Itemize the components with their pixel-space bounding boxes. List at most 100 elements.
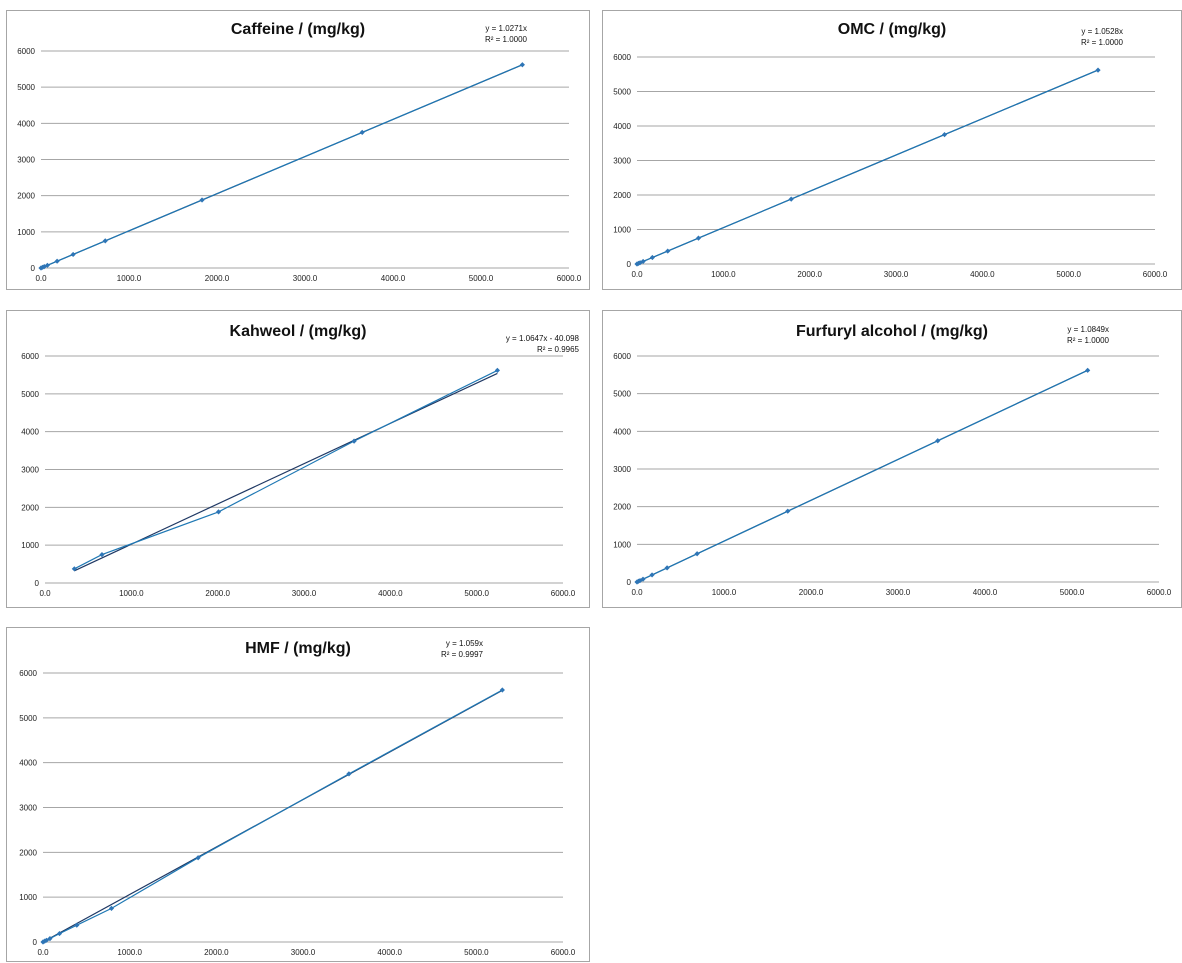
data-point [70,251,76,258]
data-point [941,132,948,138]
data-point [665,248,671,254]
x-tick-label: 3000.0 [884,270,909,279]
y-tick-label: 5000 [19,714,37,723]
equation-text: y = 1.0647x - 40.098 [505,334,579,343]
data-point [788,196,794,202]
chart-plot-kahweol: 0 1000 2000 3000 4000 5000 6000 0.0 1000.0 2000.0… [21,352,576,598]
y-tick-label: 3000 [19,804,37,813]
x-tick-label: 6000.0 [1147,588,1172,597]
x-tick-label: 0.0 [631,270,643,279]
data-point [494,367,500,373]
chart-plot-hmf: 0 1000 2000 3000 4000 5000 6000 0.0 1000.0 2000.0… [19,669,576,957]
x-tick-label: 0.0 [39,589,51,598]
data-point [664,565,670,571]
data-point [637,577,643,584]
y-tick-label: 0 [31,264,36,273]
data-point [935,438,941,444]
trendline-equation: y = 1.0271x R² = 1.0000 [485,23,527,45]
x-tick-label: 3000.0 [886,588,911,597]
data-point [519,62,525,68]
r-squared-text: R² = 1.0000 [1080,38,1123,47]
trendline-equation: y = 1.0849x R² = 1.0000 [1067,324,1109,346]
data-point [1095,67,1101,73]
y-tick-label: 4000 [17,119,35,128]
chart-title: Caffeine / (mg/kg) [230,21,366,38]
x-tick-label: 5000.0 [1060,588,1085,597]
x-tick-label: 2000.0 [204,948,229,957]
data-point [195,855,201,861]
series-line [636,69,1099,265]
y-tick-label: 6000 [613,352,631,361]
data-point [695,235,702,241]
data-point [108,905,115,911]
chart-panel-kahweol: 0 1000 2000 3000 4000 5000 6000 0.0 1000.0 2000.0… [6,310,590,608]
data-point [199,197,205,203]
data-point [102,238,108,244]
chart-title: Furfuryl alcohol / (mg/kg) [795,323,988,340]
y-tick-label: 1000 [21,541,39,550]
data-point [640,576,646,582]
y-tick-label: 2000 [21,503,39,512]
y-tick-label: 3000 [613,465,631,474]
x-tick-label: 5000.0 [464,948,489,957]
x-tick-label: 4000.0 [970,270,995,279]
y-tick-label: 3000 [21,466,39,475]
y-tick-label: 4000 [19,759,37,768]
x-tick-label: 3000.0 [292,589,317,598]
x-tick-label: 2000.0 [205,274,230,283]
series-line [636,369,1088,583]
data-point [74,922,80,928]
y-tick-label: 2000 [17,192,35,201]
x-tick-label: 4000.0 [377,948,402,957]
r-squared-text: R² = 0.9997 [440,650,483,659]
x-tick-label: 1000.0 [712,588,737,597]
y-tick-label: 1000 [613,226,631,235]
chart-plot-furfuryl-alcohol: 0 1000 2000 3000 4000 5000 6000 0.0 1000.0 2000.0… [613,352,1172,597]
y-tick-label: 2000 [19,848,37,857]
chart-title: HMF / (mg/kg) [245,640,351,657]
chart-title: Kahweol / (mg/kg) [229,323,367,340]
data-point [1085,367,1091,373]
x-tick-label: 0.0 [631,588,643,597]
x-tick-label: 3000.0 [293,274,318,283]
y-tick-label: 1000 [17,228,35,237]
data-point [694,551,700,557]
y-tick-label: 0 [35,579,40,588]
chart-plot-caffeine: 0 1000 2000 3000 4000 5000 6000 0.0 1000.0 2000.0… [17,47,582,283]
chart-panel-furfuryl-alcohol: 0 1000 2000 3000 4000 5000 6000 0.0 1000.0 2000.0… [602,310,1182,608]
y-tick-label: 4000 [613,427,631,436]
x-tick-label: 5000.0 [1056,270,1081,279]
data-point [215,509,222,515]
data-point [637,260,643,266]
trendline [74,372,498,572]
y-tick-label: 6000 [613,53,631,62]
y-tick-label: 5000 [21,390,39,399]
y-tick-label: 2000 [613,503,631,512]
x-tick-label: 2000.0 [205,589,230,598]
x-tick-label: 1000.0 [117,274,142,283]
x-tick-label: 6000.0 [1143,270,1168,279]
chart-panel-caffeine: 0 1000 2000 3000 4000 5000 6000 0.0 1000.0 2000.0… [6,10,590,290]
x-tick-label: 5000.0 [469,274,494,283]
series-line [40,64,523,269]
x-tick-label: 0.0 [37,948,49,957]
y-tick-label: 0 [627,260,632,269]
data-point [351,438,357,444]
y-tick-label: 1000 [613,540,631,549]
equation-text: y = 1.0528x [1081,27,1123,36]
data-point [359,129,365,135]
data-point [56,930,63,937]
r-squared-text: R² = 1.0000 [1066,336,1109,345]
x-tick-label: 4000.0 [973,588,998,597]
y-tick-label: 4000 [613,122,631,131]
x-tick-label: 2000.0 [799,588,824,597]
equation-text: y = 1.0271x [485,24,527,33]
x-tick-label: 1000.0 [711,270,736,279]
chart-panel-omc: 0 1000 2000 3000 4000 5000 6000 0.0 1000.0 2000.0… [602,10,1182,290]
equation-text: y = 1.059x [445,639,483,648]
x-tick-label: 5000.0 [464,589,489,598]
y-tick-label: 3000 [613,157,631,166]
y-tick-label: 4000 [21,428,39,437]
x-tick-label: 1000.0 [119,589,144,598]
data-point [47,936,53,942]
